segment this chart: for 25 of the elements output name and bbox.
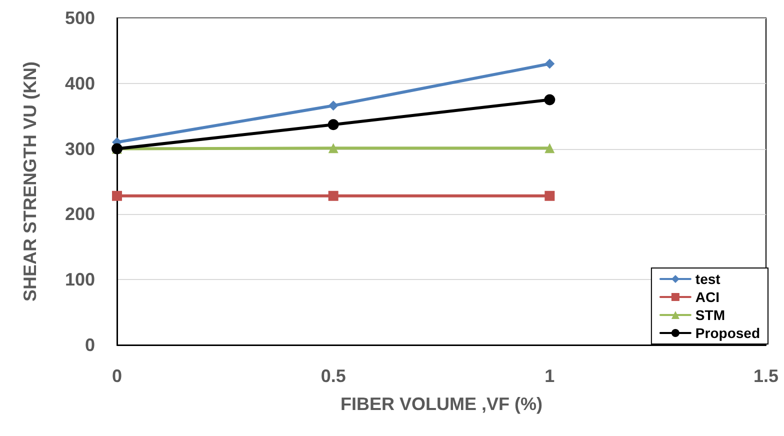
- legend-label: STM: [695, 307, 725, 323]
- x-tick-label: 1.5: [753, 366, 779, 386]
- x-tick-label: 0.5: [320, 366, 346, 386]
- point: [544, 143, 555, 154]
- legend-label: test: [695, 271, 721, 287]
- point: [544, 94, 556, 106]
- point: [328, 100, 338, 111]
- legend-label: ACI: [695, 289, 720, 305]
- point: [328, 119, 339, 130]
- point: [112, 190, 122, 201]
- x-tick-label: 1: [544, 366, 555, 386]
- point: [544, 58, 555, 69]
- y-tick-label: 400: [64, 73, 95, 94]
- y-axis-title: SHEAR STRENGTH VU (KN): [20, 61, 40, 302]
- y-tick-label: 0: [84, 335, 95, 355]
- y-tick-label: 200: [64, 204, 95, 224]
- x-axis-title: FIBER VOLUME ,VF (%): [340, 394, 543, 414]
- legend-label: Proposed: [695, 325, 760, 341]
- y-tick-label: 300: [64, 138, 95, 159]
- y-tick-label: 500: [64, 8, 95, 28]
- point: [328, 143, 338, 154]
- point: [328, 190, 338, 201]
- x-tick-label: 0: [112, 366, 122, 386]
- y-tick-label: 100: [64, 270, 95, 290]
- point: [544, 190, 555, 201]
